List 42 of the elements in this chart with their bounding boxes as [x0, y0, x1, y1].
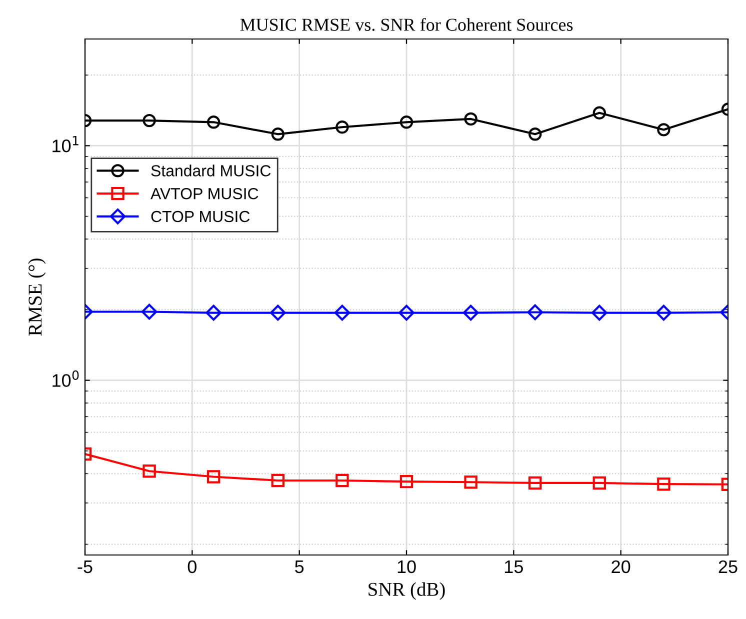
point — [270, 304, 286, 321]
x-tick-label: 0 — [188, 560, 196, 574]
point — [657, 478, 670, 491]
point — [400, 474, 414, 488]
point — [591, 304, 608, 321]
point — [206, 304, 222, 321]
point — [592, 106, 606, 120]
point — [656, 304, 672, 321]
legend-label: AVTOP MUSIC — [150, 188, 258, 200]
x-tick-label: 10 — [398, 560, 416, 574]
chart-title: MUSIC RMSE vs. SNR for Coherent Sources — [240, 18, 573, 31]
point — [334, 304, 350, 321]
point — [462, 304, 479, 321]
point — [141, 304, 158, 320]
x-tick-label: 15 — [505, 560, 523, 574]
point — [400, 116, 414, 129]
point — [207, 470, 220, 484]
point — [207, 116, 220, 129]
point — [336, 120, 349, 134]
point — [398, 304, 414, 321]
y-tick-label: 10$^{1}$ — [52, 136, 78, 152]
point — [142, 464, 156, 478]
point — [528, 128, 542, 141]
x-tick-label: 25 — [718, 560, 738, 574]
point — [142, 114, 156, 128]
point — [592, 476, 606, 490]
point — [528, 476, 542, 490]
legend-label: Standard MUSIC — [151, 164, 271, 176]
point — [271, 474, 284, 488]
point — [657, 123, 670, 136]
point — [336, 474, 349, 488]
y-tick-label: 10$^{0}$ — [52, 370, 79, 387]
point — [271, 128, 284, 141]
point — [464, 476, 478, 489]
x-tick-label: 20 — [612, 560, 630, 574]
legend-label: CTOP MUSIC — [151, 210, 250, 222]
point — [464, 112, 478, 126]
x-tick-label: 5 — [295, 560, 304, 574]
y-axis-title: RMSE (°) — [28, 258, 46, 336]
point — [527, 304, 544, 320]
x-tick-label: -5 — [78, 560, 92, 574]
x-axis-title: SNR (dB) — [368, 582, 445, 600]
